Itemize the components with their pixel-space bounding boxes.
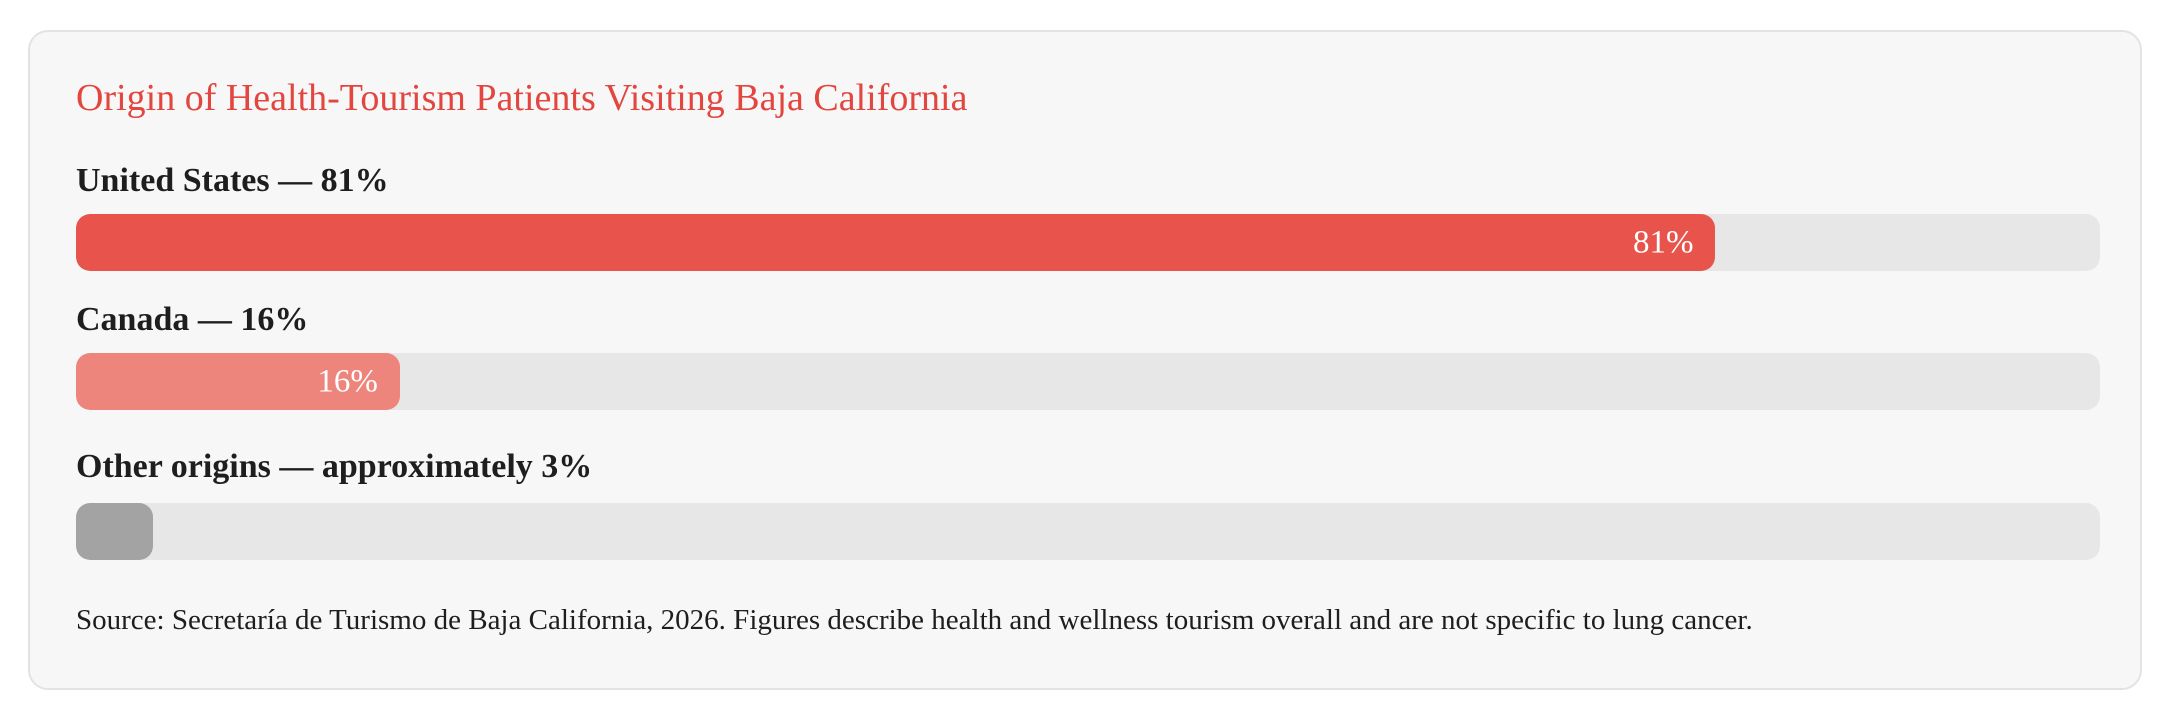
chart-card: Origin of Health-Tourism Patients Visiti… [28,30,2142,690]
bar-value-label-united-states: 81% [1632,224,1694,260]
bar-track-united-states: 81% [76,214,2100,271]
bar-label-other-origins: Other origins — approximately 3% [76,448,593,485]
chart-title: Origin of Health-Tourism Patients Visiti… [76,77,968,119]
bar-value-label-canada: 16% [317,363,378,399]
bar-fill-united-states: 81% [76,214,1716,271]
bar-label-canada: Canada — 16% [76,301,309,338]
bar-label-united-states: United States — 81% [76,162,389,199]
bar-track-canada: 16% [76,353,2100,410]
source-note: Source: Secretaría de Turismo de Baja Ca… [76,604,1753,636]
bar-fill-other-origins [76,503,153,560]
bar-fill-canada: 16% [76,353,400,410]
bar-track-other-origins [76,503,2100,560]
